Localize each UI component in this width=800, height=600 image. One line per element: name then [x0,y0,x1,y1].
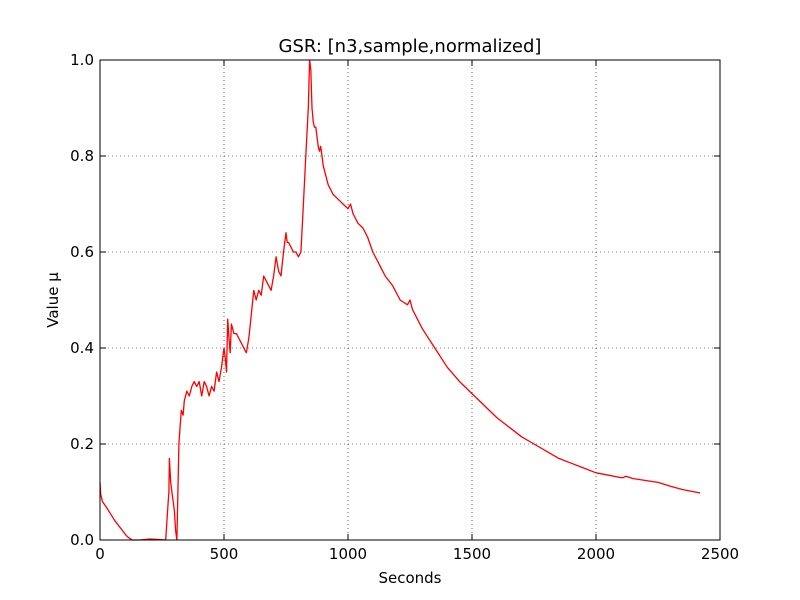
y-tick-label: 0.2 [70,435,94,453]
chart-title: GSR: [n3,sample,normalized] [279,36,542,57]
axis-ticks: 0 500 1000 1500 2000 2500 0.0 0.2 0.4 0.6 0.8 1.0 [70,51,739,563]
y-axis-label: Value μ [44,272,62,328]
x-tick-label: 1000 [329,545,367,563]
x-tick-label: 500 [210,545,239,563]
series-layer [99,59,701,541]
y-tick-label: 0.4 [70,339,94,357]
x-tick-label: 0 [95,545,105,563]
x-tick-label: 2000 [577,545,615,563]
x-axis-label: Seconds [378,569,441,587]
y-tick-label: 0.0 [70,531,94,549]
y-tick-label: 0.6 [70,243,94,261]
y-tick-label: 0.8 [70,147,94,165]
plot-frame [99,59,721,541]
x-tick-label: 1500 [453,545,491,563]
x-tick-label: 2500 [701,545,739,563]
grid-lines [100,60,720,540]
gsr-series-line [99,59,701,541]
y-tick-label: 1.0 [70,51,94,69]
